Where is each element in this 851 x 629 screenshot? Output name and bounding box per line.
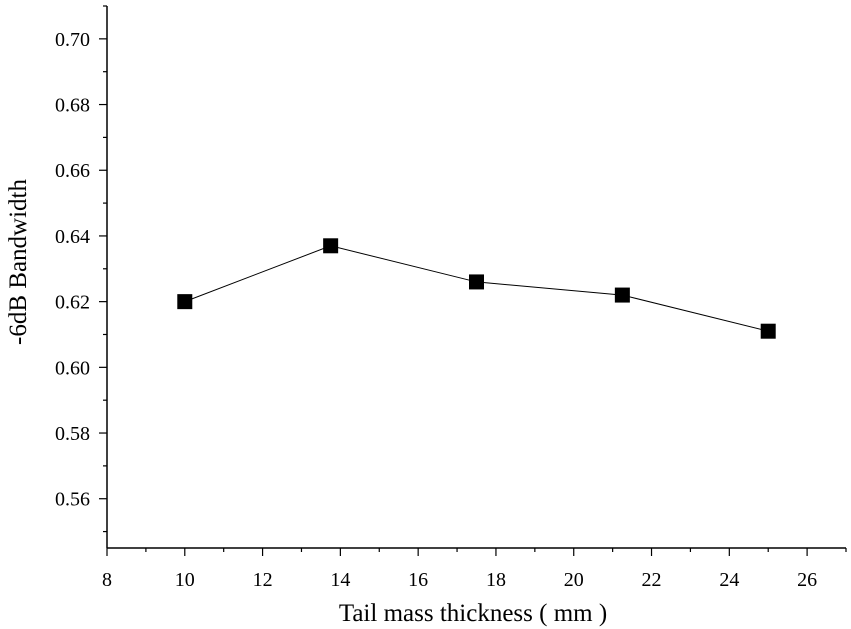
data-point-marker bbox=[323, 238, 339, 254]
y-tick-label: 0.58 bbox=[55, 423, 90, 445]
x-tick-label: 20 bbox=[564, 569, 584, 591]
x-tick-label: 10 bbox=[175, 569, 195, 591]
x-tick-label: 12 bbox=[253, 569, 273, 591]
data-point-marker bbox=[177, 294, 193, 310]
plot-frame bbox=[106, 6, 846, 549]
x-tick-label: 14 bbox=[330, 569, 350, 591]
axis-ticks bbox=[99, 5, 847, 556]
x-tick-label: 18 bbox=[486, 569, 506, 591]
y-tick-label: 0.62 bbox=[55, 292, 90, 314]
x-tick-label: 22 bbox=[642, 569, 662, 591]
x-tick-label: 24 bbox=[719, 569, 739, 591]
y-tick-label: 0.60 bbox=[55, 357, 90, 379]
series-markers bbox=[177, 238, 776, 339]
x-axis-title: Tail mass thickness ( mm ) bbox=[339, 600, 607, 627]
data-point-marker bbox=[614, 287, 630, 303]
y-tick-label: 0.64 bbox=[55, 226, 90, 248]
x-tick-label: 8 bbox=[102, 569, 112, 591]
y-tick-label: 0.68 bbox=[55, 95, 90, 117]
y-tick-label: 0.56 bbox=[55, 489, 90, 511]
y-tick-label: 0.70 bbox=[55, 29, 90, 51]
x-tick-label: 16 bbox=[408, 569, 428, 591]
x-tick-label: 26 bbox=[797, 569, 817, 591]
data-point-marker bbox=[760, 323, 776, 339]
tick-labels: 8 10 12 14 16 18 20 22 24 26 0.56 0.58 0.60 0.62 0.64 0… bbox=[55, 29, 817, 591]
y-axis-title: -6dB Bandwidth bbox=[5, 179, 32, 345]
y-tick-label: 0.66 bbox=[55, 160, 90, 182]
data-point-marker bbox=[469, 274, 484, 290]
